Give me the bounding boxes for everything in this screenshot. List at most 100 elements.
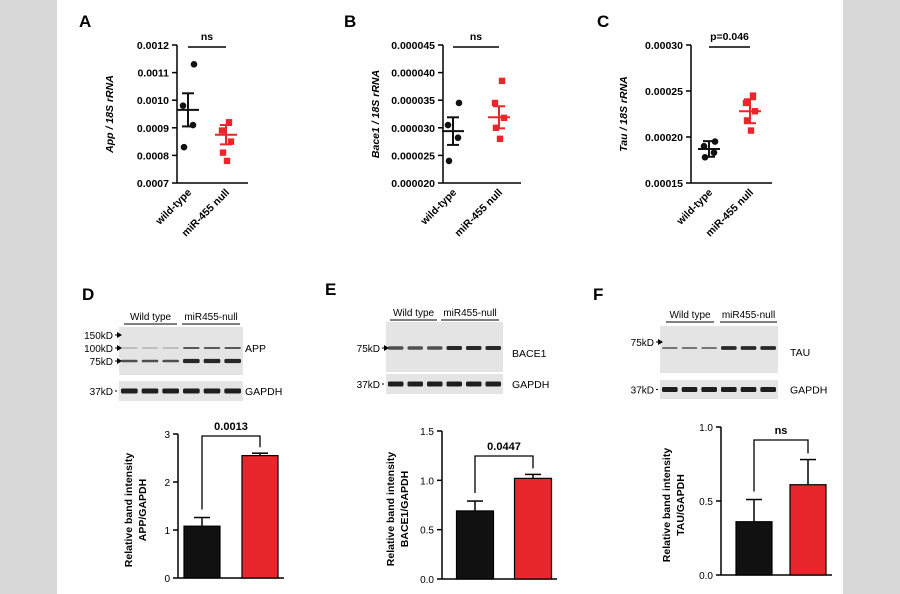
blot-band: [407, 346, 423, 350]
data-point: [496, 135, 504, 143]
blot-band: [141, 359, 159, 363]
blot-protein-label: TAU: [790, 347, 810, 359]
molecular-weight-marker: 75kD: [631, 338, 654, 349]
y-axis-label-line1: Relative band intensity: [123, 453, 135, 568]
blot-group-label: miR455-null: [184, 312, 237, 323]
data-point: [225, 119, 233, 126]
blot-band: [121, 359, 138, 363]
blot-band: [162, 347, 179, 349]
loading-band: [407, 381, 423, 387]
loading-band: [121, 388, 138, 394]
y-axis-label-line1: Relative band intensity: [661, 448, 673, 563]
y-tick-label: 1.5: [420, 427, 434, 438]
data-point: [742, 99, 750, 107]
y-tick-label: 1.0: [699, 423, 713, 434]
y-tick-label: 0.000045: [391, 40, 435, 52]
blot-band: [446, 346, 462, 350]
significance-label: 0.0013: [214, 421, 248, 433]
y-axis-label-gene: Tau: [618, 133, 630, 152]
loading-band: [662, 387, 678, 392]
data-point: [218, 127, 226, 134]
y-axis-label-rest: / 18S rRNA: [618, 76, 630, 133]
loading-band: [224, 388, 241, 394]
data-point: [491, 99, 499, 107]
loading-band: [485, 381, 501, 387]
data-point: [749, 92, 757, 99]
y-tick-label: 0.0: [420, 575, 434, 586]
y-tick-label: 1.0: [420, 476, 434, 487]
y-tick-label: 3: [164, 430, 170, 441]
loading-band: [740, 387, 757, 392]
blot-protein-label: APP: [245, 343, 266, 355]
blot-band: [721, 346, 737, 350]
loading-band: [203, 388, 221, 394]
western-blot-image: [386, 322, 503, 372]
loading-label: GAPDH: [245, 386, 282, 398]
y-tick-label: 0.000030: [391, 123, 435, 135]
data-point: [223, 157, 231, 165]
blot-band: [224, 347, 241, 349]
x-tick-label: wild-type: [674, 187, 715, 228]
y-tick-label: 2: [164, 478, 170, 489]
blot-band: [183, 347, 200, 349]
data-point: [454, 134, 462, 142]
y-axis-label-rest: / 18S rRNA: [370, 70, 382, 127]
bar: [241, 455, 279, 579]
y-tick-label: 0.5: [420, 526, 434, 537]
significance-label: p=0.046: [710, 31, 749, 43]
significance-label: ns: [775, 425, 788, 437]
loading-control-blot: [660, 380, 778, 399]
y-axis-label-line2: APP/GAPDH: [137, 479, 149, 541]
marker-arrow-head: [384, 345, 389, 351]
marker-arrow-head: [117, 332, 122, 338]
y-tick-label: 0.000040: [391, 68, 435, 80]
marker-arrow-head: [117, 345, 122, 351]
bar: [789, 484, 827, 576]
blot-band: [141, 347, 159, 349]
y-tick-label: 0.0010: [137, 95, 169, 107]
loading-band: [760, 387, 776, 392]
molecular-weight-marker: 75kD: [357, 344, 380, 355]
loading-band: [466, 381, 482, 387]
y-axis-label: Tau / 18S rRNA: [618, 76, 630, 151]
molecular-weight-marker: 100kD: [84, 344, 113, 355]
panel-label: F: [593, 285, 603, 304]
blot-group-label: Wild type: [393, 308, 435, 319]
loading-band: [721, 387, 737, 392]
loading-marker: 37kD: [357, 380, 380, 391]
marker-arrow-head: [117, 358, 122, 364]
data-point: [747, 127, 755, 134]
y-tick-label: 0.00015: [645, 178, 683, 190]
panel-label: E: [325, 280, 336, 299]
y-tick-label: 0: [164, 574, 170, 585]
data-point: [700, 142, 708, 150]
data-point: [743, 117, 751, 124]
western-blot-image: [119, 327, 243, 375]
y-axis-label: Bace1 / 18S rRNA: [370, 70, 382, 158]
significance-label: ns: [201, 31, 213, 43]
y-tick-label: 0.000035: [391, 95, 435, 107]
data-point: [227, 138, 235, 145]
y-tick-label: 0.0007: [137, 178, 169, 190]
y-tick-label: 0.000025: [391, 150, 435, 162]
y-axis-label-rest: / 18S rRNA: [104, 75, 116, 132]
data-point: [498, 77, 506, 85]
figure-svg: A0.00070.00080.00090.00100.00110.0012App…: [79, 12, 832, 586]
loading-band: [162, 388, 179, 394]
loading-label: GAPDH: [512, 379, 549, 391]
molecular-weight-marker: 75kD: [90, 357, 113, 368]
significance-label: ns: [470, 31, 482, 43]
x-tick-label: miR-455 null: [452, 187, 505, 240]
blot-group-label: miR455-null: [722, 310, 775, 321]
x-tick-label: wild-type: [418, 187, 459, 228]
loading-band: [701, 387, 717, 392]
molecular-weight-marker: 150kD: [84, 331, 113, 342]
loading-band: [446, 381, 462, 387]
loading-band: [388, 381, 404, 387]
y-axis-label: App / 18S rRNA: [104, 75, 116, 154]
significance-label: 0.0447: [487, 441, 521, 453]
blot-band: [701, 347, 717, 349]
y-axis-label-gene: Bace1: [370, 127, 382, 158]
loading-label: GAPDH: [790, 385, 827, 397]
y-axis-label-line2: BACE1/GAPDH: [399, 471, 411, 547]
